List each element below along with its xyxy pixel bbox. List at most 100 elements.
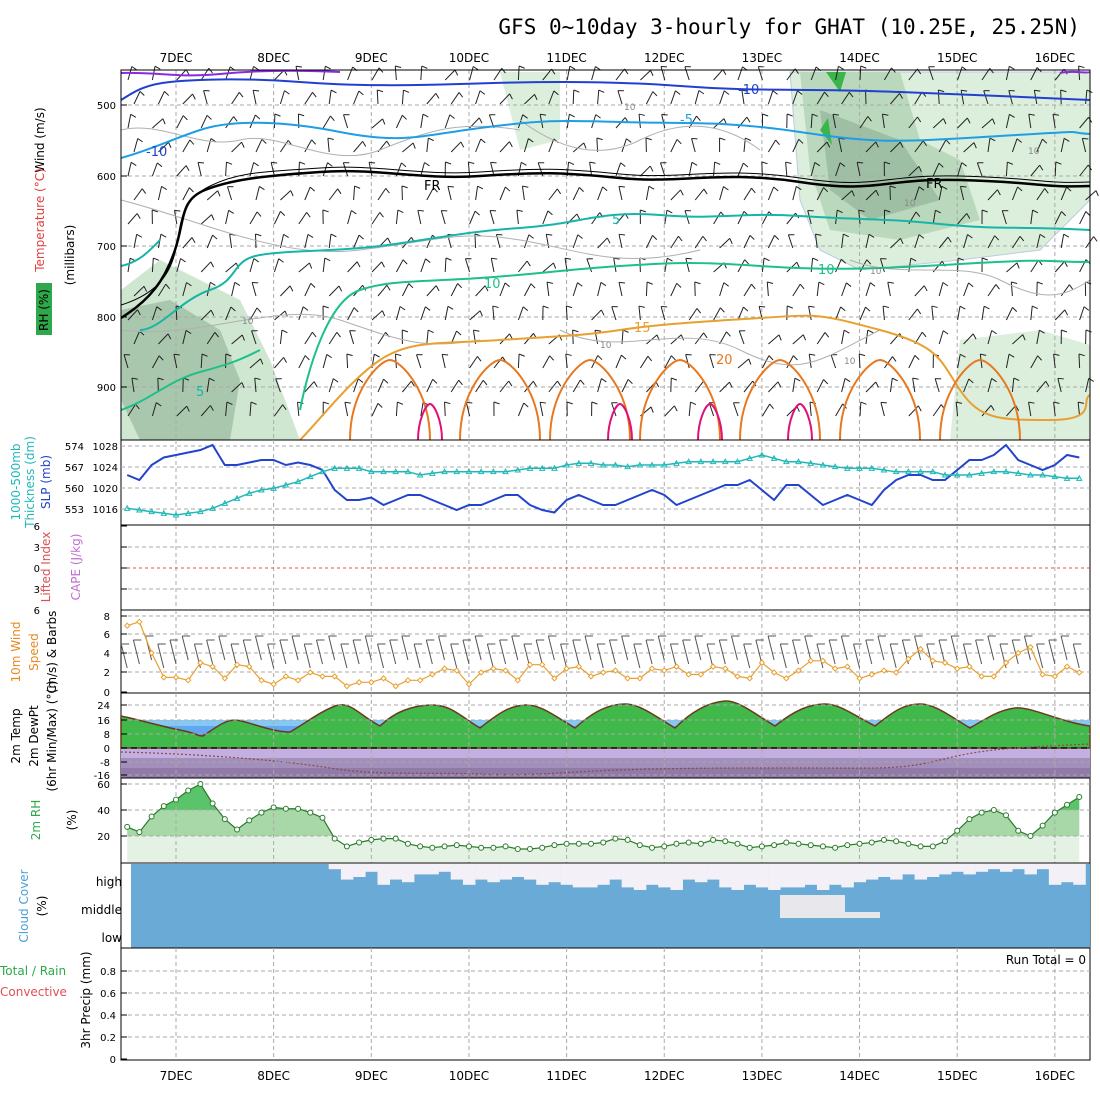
- thickness-point: [319, 468, 326, 475]
- wind-barb-flag: [671, 355, 676, 361]
- wind10-point: [600, 669, 607, 676]
- wind-barb: [475, 186, 479, 201]
- wind-barb-flag: [961, 89, 968, 92]
- wind-barb: [741, 90, 745, 105]
- wind-barb-flag: [918, 166, 922, 172]
- wind-barb: [225, 306, 232, 321]
- wind-barb-flag: [1093, 236, 1098, 242]
- wind-barb: [371, 212, 381, 225]
- wind-barb: [670, 90, 676, 105]
- wind10-point: [685, 671, 692, 678]
- wind-barb: [880, 402, 885, 417]
- wind-barb-flag: [676, 139, 682, 145]
- wind-barb-flag: [1066, 186, 1072, 192]
- rh2m-point: [1015, 827, 1022, 834]
- rh2m-point: [710, 836, 717, 843]
- wind-barb-flag: [233, 116, 238, 122]
- wind-barb-flag: [729, 381, 733, 388]
- wind-barb-flag: [154, 65, 161, 70]
- wind10-point: [477, 669, 485, 676]
- wind-barb: [252, 90, 257, 105]
- wind-barb: [327, 138, 330, 153]
- axis-tick-label: 900: [97, 383, 116, 394]
- wind-barb-flag: [290, 190, 294, 197]
- wind-barb-flag: [225, 353, 232, 357]
- wind-barb: [469, 210, 476, 225]
- wind-barb-flag: [228, 209, 234, 214]
- wind10-point: [258, 677, 265, 684]
- rh2m-point: [124, 823, 131, 830]
- cloud-high-block: [1073, 864, 1086, 885]
- wind-barb: [761, 258, 765, 273]
- wind-barb: [182, 282, 187, 297]
- wind10-barb: [267, 643, 275, 669]
- wind-barb-flag: [889, 185, 896, 189]
- wind10-point: [172, 674, 180, 681]
- wind-barb-flag: [745, 137, 751, 141]
- rh-contour: [519, 119, 761, 151]
- wind-barb-flag: [379, 212, 384, 218]
- wind10-point: [722, 665, 729, 672]
- wind10-barb: [1011, 639, 1019, 665]
- cloud-high-block: [816, 864, 830, 890]
- thickness-line: [127, 454, 1080, 516]
- isotherm-20: [549, 358, 631, 441]
- thickness-point: [563, 461, 570, 468]
- rh2m-point: [392, 835, 399, 842]
- temp-max-fill: [120, 700, 1091, 749]
- isotherm-20: [939, 358, 1021, 441]
- isotherm-15: [299, 314, 1091, 441]
- thickness-point: [172, 511, 180, 518]
- axis-tick-label: 500: [97, 101, 116, 112]
- wind-barb-flag: [210, 309, 215, 316]
- rh2m-series: [124, 781, 1083, 852]
- wind-barb: [542, 262, 554, 273]
- wind-barb-flag: [568, 161, 575, 165]
- cloud-high-block: [768, 864, 781, 890]
- wind10-barb: [804, 635, 812, 661]
- wind-barb: [523, 138, 529, 153]
- wind-barb: [841, 190, 853, 201]
- wind10-barb: [792, 639, 800, 665]
- wind-barb: [597, 378, 602, 393]
- rh-contour-label: 10: [904, 199, 916, 209]
- wind10-barb: [645, 639, 653, 665]
- wind-barb: [273, 211, 281, 225]
- rh2m-point: [465, 843, 472, 850]
- wind-barb-flag: [997, 189, 1001, 196]
- wind10-point: [331, 673, 338, 680]
- wind10-point: [673, 663, 680, 670]
- wind-barb-flag: [918, 186, 925, 191]
- wind-barb-flag: [158, 355, 164, 361]
- wind-barb: [957, 117, 968, 129]
- wind-barb: [353, 90, 360, 105]
- wind-barb-flag: [848, 92, 854, 98]
- wind10-barb: [303, 643, 311, 669]
- wind-barb-flag: [795, 186, 802, 191]
- wind10-axis-title-2: Speed: [27, 633, 41, 671]
- thickness-point: [795, 458, 802, 465]
- wind-barb-flag: [577, 234, 583, 239]
- wind10-point: [612, 667, 619, 674]
- wind-barb-flag: [311, 139, 317, 145]
- wind-barb-flag: [867, 116, 872, 122]
- wind-barb-flag: [1034, 89, 1041, 92]
- wind-barb-flag: [522, 185, 529, 188]
- wind-barb-flag: [882, 305, 890, 308]
- wind-barb: [157, 186, 163, 201]
- wind-barb-flag: [230, 306, 236, 312]
- wind-barb-flag: [618, 185, 625, 188]
- wind-barb: [548, 188, 558, 201]
- wind10-point: [160, 674, 168, 681]
- rh2m-point: [880, 836, 887, 843]
- wind-barb: [273, 258, 280, 273]
- wind-barb-flag: [422, 113, 429, 118]
- wind-barb: [371, 310, 383, 321]
- wind-barb-flag: [808, 305, 815, 308]
- wind-barb: [1036, 380, 1047, 393]
- contour-label: 10: [484, 277, 501, 292]
- wind-barb-flag: [621, 354, 627, 360]
- wind-barb-flag: [1055, 161, 1062, 165]
- wind10-point: [465, 680, 473, 688]
- wind-barb-flag: [214, 331, 219, 338]
